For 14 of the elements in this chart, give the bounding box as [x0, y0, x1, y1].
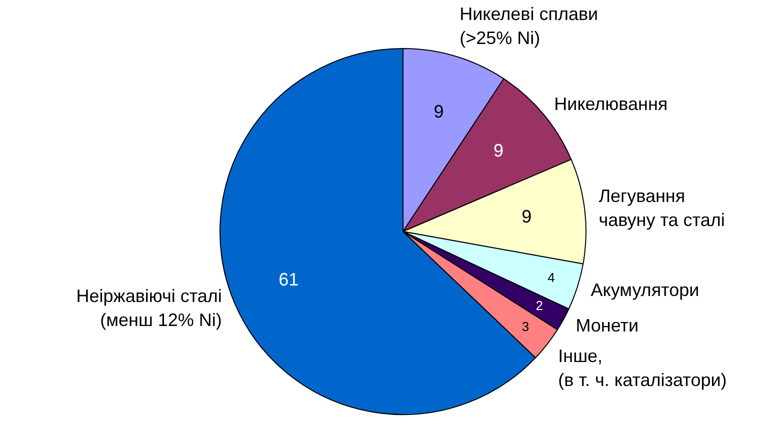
- slice-label: Інше, (в т. ч. каталізатори): [558, 346, 727, 390]
- data-label: 2: [536, 298, 543, 313]
- data-label: 9: [434, 101, 444, 122]
- data-label: 3: [522, 318, 530, 334]
- slice-label: Легування чавуну та сталі: [598, 186, 725, 230]
- data-label: 9: [493, 140, 504, 161]
- data-label: 61: [278, 269, 299, 290]
- data-label: 4: [548, 270, 555, 286]
- slice-label: Никелеві сплави (>25% Ni): [460, 4, 598, 48]
- data-label: 9: [522, 206, 532, 226]
- slice-label: Неіржавіючі сталі (менш 12% Ni): [76, 286, 222, 330]
- slice-label: Монети: [576, 315, 639, 336]
- slice-label: Акумулятори: [590, 280, 700, 300]
- slice-label: Никелювання: [554, 94, 668, 114]
